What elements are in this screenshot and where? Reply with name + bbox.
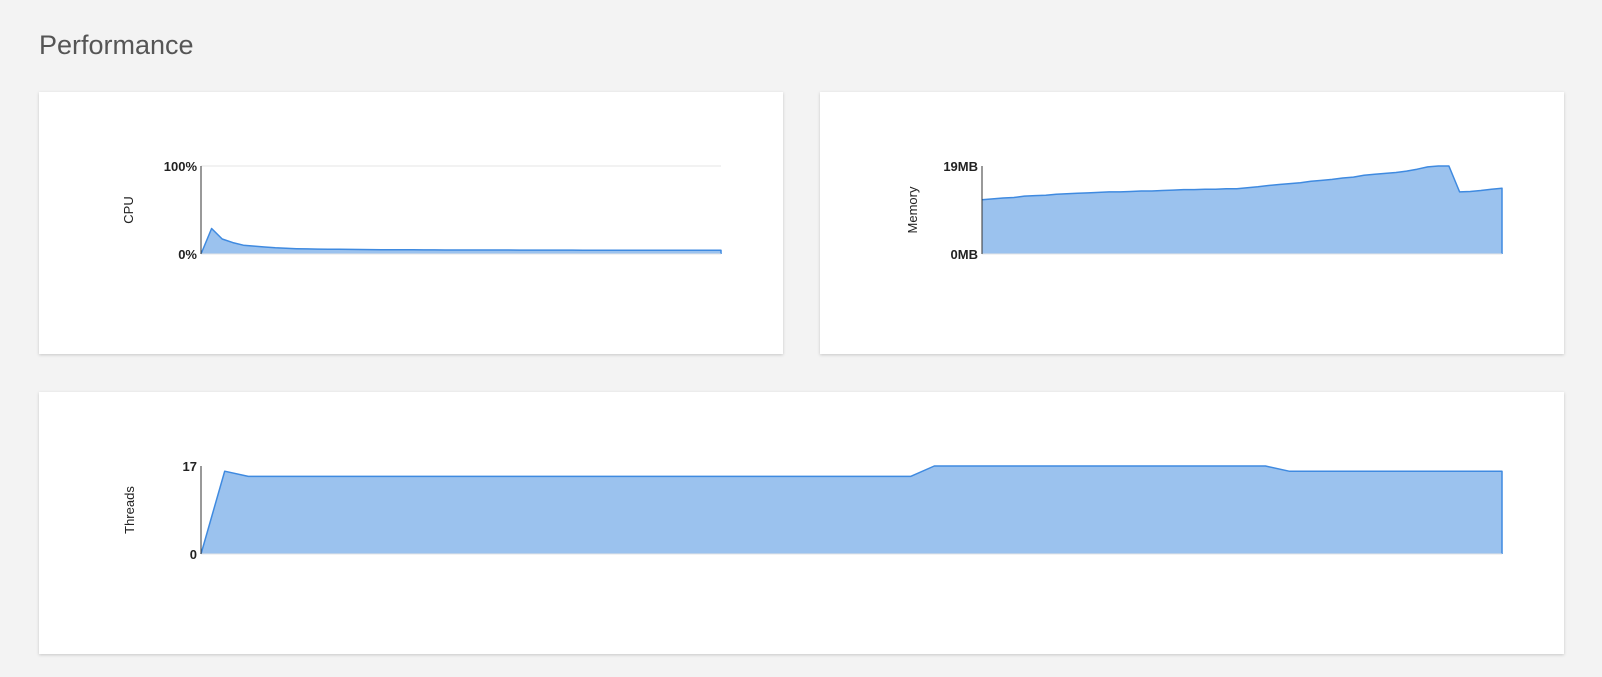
memory-tick-label-min: 0MB bbox=[951, 247, 978, 262]
threads-tick-label-max: 17 bbox=[183, 459, 197, 474]
threads-axis-title: Threads bbox=[122, 486, 137, 534]
memory-tick-label-max: 19MB bbox=[943, 159, 978, 174]
memory-series-line bbox=[981, 165, 1503, 254]
threads-chart-card: 17 0 Threads bbox=[39, 392, 1564, 654]
memory-chart-card: 19MB 0MB Memory bbox=[820, 92, 1564, 354]
cpu-chart: 100% 0% CPU bbox=[121, 159, 722, 262]
memory-chart: 19MB 0MB Memory bbox=[905, 159, 1503, 262]
threads-area bbox=[201, 466, 1502, 554]
cpu-tick-label-min: 0% bbox=[178, 247, 197, 262]
threads-series-line bbox=[200, 465, 1503, 555]
cpu-series-line bbox=[200, 227, 722, 255]
memory-axis-title: Memory bbox=[905, 186, 920, 233]
threads-tick-label-min: 0 bbox=[190, 547, 197, 562]
cpu-area bbox=[201, 228, 721, 254]
page-title: Performance bbox=[39, 30, 194, 60]
cpu-axis-title: CPU bbox=[121, 196, 136, 223]
memory-area bbox=[982, 166, 1502, 254]
threads-chart: 17 0 Threads bbox=[122, 459, 1503, 562]
cpu-chart-card: 100% 0% CPU bbox=[39, 92, 783, 354]
cpu-tick-label-max: 100% bbox=[164, 159, 198, 174]
